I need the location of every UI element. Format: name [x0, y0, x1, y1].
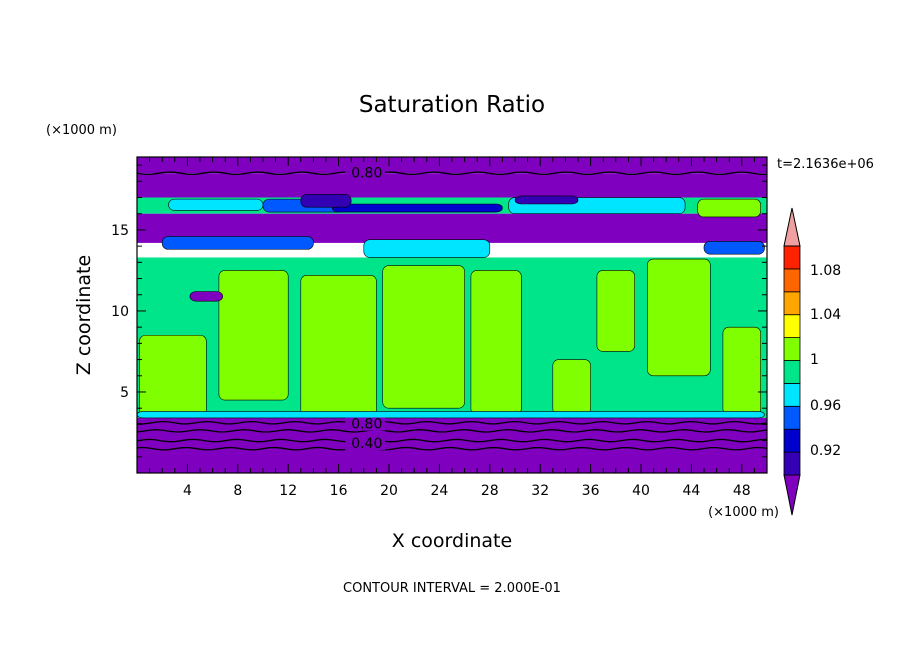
contour-label-bg-1: [345, 417, 386, 431]
region-18: [300, 193, 352, 208]
x-tick-label: 40: [632, 483, 650, 499]
contour-label-bg-0: [345, 166, 386, 180]
chart-title: Saturation Ratio: [359, 92, 545, 118]
region-16: [703, 240, 765, 255]
region-10: [168, 198, 264, 211]
colorbar-swatch: [783, 314, 801, 339]
time-label: t=2.1636e+06: [777, 157, 874, 172]
y-tick-label: 10: [111, 304, 129, 320]
region-3: [382, 265, 465, 409]
colorbar-swatch: [783, 360, 801, 384]
contour-line-1: [137, 420, 767, 425]
y-axis-ticks: 5 10 15: [111, 164, 767, 458]
x-axis-ticks: 4 8 12 16 20 24 28 32 36 40 44 48: [149, 157, 755, 499]
contour-line-3: [137, 438, 767, 443]
region-6: [596, 270, 636, 352]
region-15: [161, 236, 314, 250]
x-tick-label: 8: [233, 483, 242, 499]
contour-interval-footer: CONTOUR INTERVAL = 2.000E-01: [343, 581, 561, 596]
region-5: [552, 359, 591, 415]
region-17: [331, 203, 503, 213]
contour-label-1: 0.80: [351, 417, 382, 433]
x-axis-title: X coordinate: [392, 530, 512, 552]
x-tick-label: 36: [582, 483, 600, 499]
x-tick-label: 12: [279, 483, 297, 499]
colorbar-label: 1: [810, 352, 819, 368]
x-tick-label: 44: [682, 483, 700, 499]
colorbar-swatch: [783, 291, 801, 316]
region-2: [300, 274, 377, 417]
colorbar-label: 1.08: [810, 263, 841, 279]
x-tick-label: 32: [531, 483, 549, 499]
y-tick-label: 5: [120, 385, 129, 401]
x-tick-label: 4: [183, 483, 192, 499]
band-0: [137, 157, 767, 174]
colorbar-swatch: [783, 245, 801, 270]
colorbar-swatch: [783, 451, 801, 476]
colorbar-label: 0.92: [810, 443, 841, 459]
region-0: [139, 334, 207, 417]
x-tick-label: 16: [330, 483, 348, 499]
region-9: [697, 198, 762, 218]
colorbar-arrow-top: [783, 207, 801, 247]
x-unit-label: (×1000 m): [708, 505, 779, 520]
contour-label-0: 0.80: [351, 165, 382, 181]
colorbar-swatch: [783, 268, 801, 293]
colorbar-label: 0.96: [810, 398, 841, 414]
contour-label-2: 0.40: [351, 436, 382, 452]
plot-area: [137, 157, 767, 473]
colorbar-label: 1.04: [810, 307, 841, 323]
contour-line-0: [137, 171, 767, 176]
contour-labels: 0.80 0.80 0.40: [345, 165, 386, 452]
x-tick-label: 24: [430, 483, 448, 499]
y-axis-title: Z coordinate: [73, 255, 95, 375]
contour-lines: [137, 171, 767, 451]
x-tick-label: 20: [380, 483, 398, 499]
contour-label-bg-2: [345, 437, 386, 451]
colorbar-arrow-bottom: [783, 474, 801, 516]
region-12: [363, 239, 491, 258]
x-tick-label: 48: [733, 483, 751, 499]
colorbar-swatch: [783, 382, 801, 407]
region-8: [722, 326, 762, 415]
region-20: [189, 291, 223, 302]
band-1: [137, 173, 767, 198]
region-1: [218, 270, 289, 401]
contour-line-2: [137, 429, 767, 433]
region-4: [470, 270, 522, 415]
y-unit-label: (×1000 m): [46, 123, 117, 138]
band-5: [137, 417, 767, 473]
y-tick-label: 15: [111, 223, 129, 239]
colorbar: 1.08 1.04 1 0.96 0.92: [783, 207, 841, 516]
region-19: [514, 195, 579, 205]
contour-line-4: [137, 446, 767, 451]
x-tick-label: 28: [481, 483, 499, 499]
region-7: [646, 258, 711, 377]
region-13: [137, 411, 765, 419]
colorbar-swatch: [783, 337, 801, 361]
colorbar-swatch: [783, 405, 801, 430]
colorbar-swatch: [783, 428, 801, 453]
